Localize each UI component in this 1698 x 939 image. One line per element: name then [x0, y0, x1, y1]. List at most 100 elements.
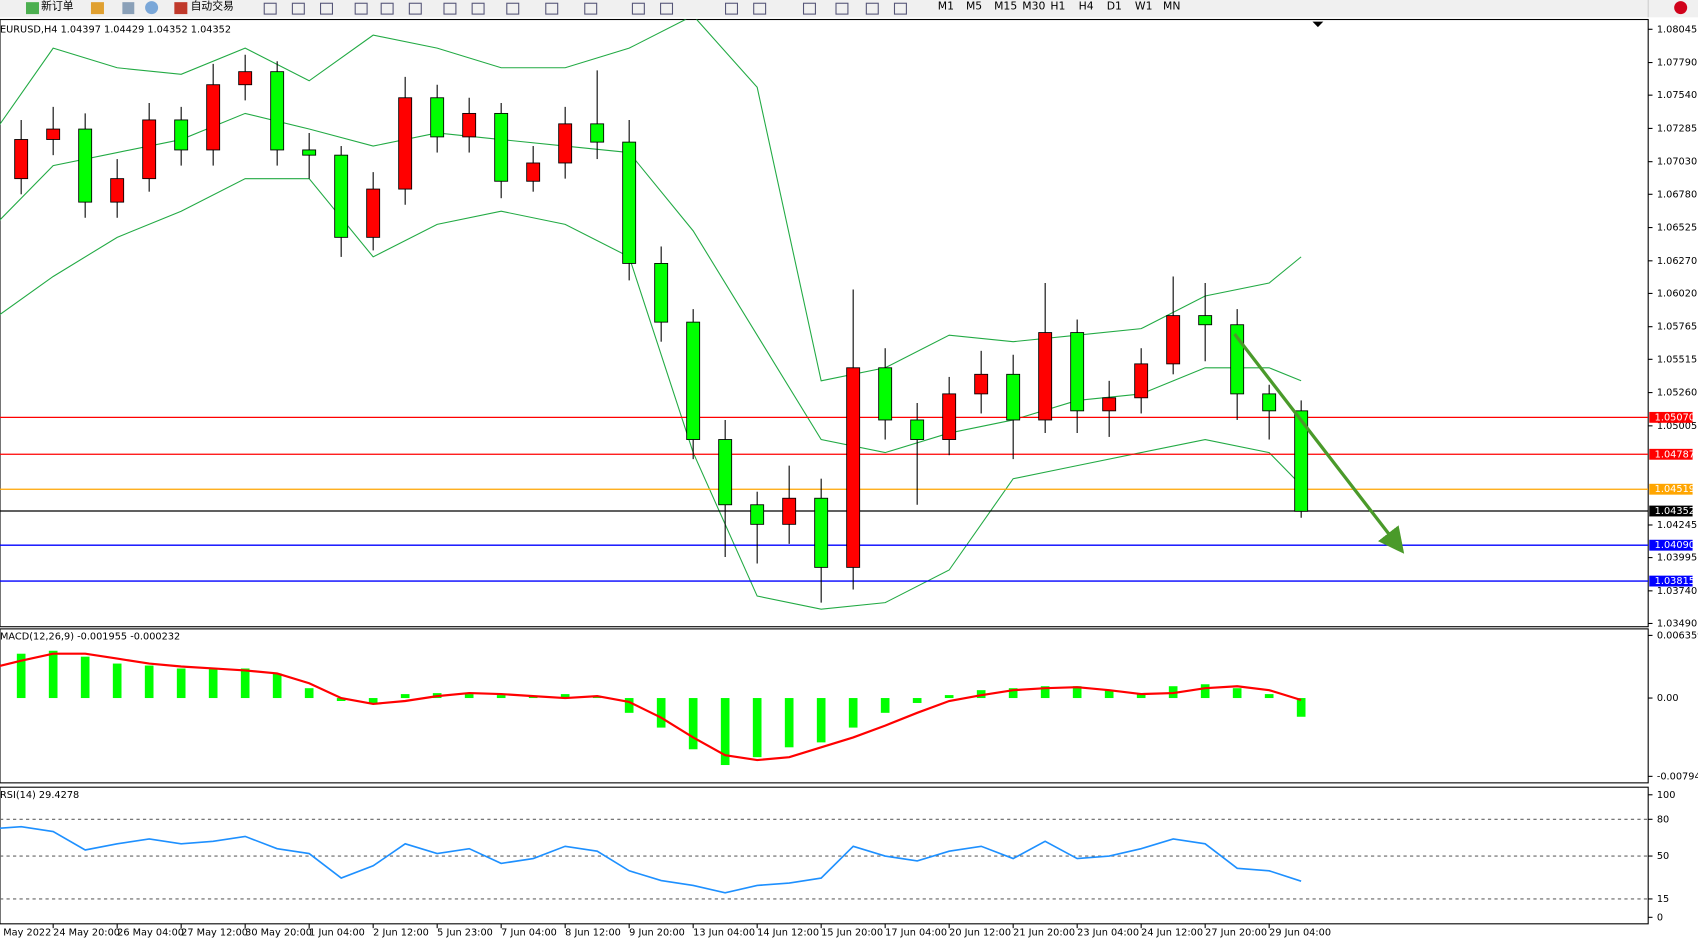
timeframe-button[interactable]: M1: [938, 0, 954, 13]
candle-body: [1102, 397, 1117, 412]
alert-icon[interactable]: [1674, 1, 1688, 15]
x-tick-label: May 2022: [3, 927, 51, 938]
timeframe-button[interactable]: W1: [1135, 0, 1153, 13]
candle-body: [782, 497, 797, 525]
candle-body: [718, 439, 733, 506]
tool-icon[interactable]: [584, 2, 598, 15]
timeframe-button[interactable]: M30: [1022, 0, 1045, 13]
candle-body: [1262, 393, 1277, 412]
tool-icon[interactable]: [545, 2, 559, 15]
macd-bar: [944, 695, 954, 699]
macd-bar: [720, 698, 730, 766]
macd-bar: [784, 698, 794, 748]
macd-bar: [400, 694, 410, 699]
signal-line: [0, 652, 1302, 762]
candle-body: [78, 128, 93, 203]
candle-body: [654, 262, 669, 323]
y-tick-label: 1.07285: [1657, 123, 1697, 134]
price-level-tag: [1649, 483, 1693, 495]
candle-body: [1294, 410, 1309, 512]
timeframe-button[interactable]: D1: [1107, 0, 1122, 13]
candle-body: [526, 162, 541, 182]
candle-body: [494, 112, 509, 182]
timeframe-button[interactable]: H1: [1050, 0, 1065, 13]
y-tick-label: 1.06270: [1657, 256, 1697, 267]
price-level-label: 1.04090: [1655, 540, 1695, 551]
tool-icon[interactable]: [835, 2, 849, 15]
tool-icon[interactable]: [408, 2, 422, 15]
x-tick-label: 17 Jun 04:00: [885, 927, 947, 938]
macd-bar: [176, 668, 186, 699]
tool-icons: M1 M5 M15 M30 H1 H4 D1 W1 MN: [263, 0, 1180, 15]
icon[interactable]: [122, 2, 135, 15]
tool-icon[interactable]: [753, 2, 767, 15]
y-tick-label: 1.03490: [1657, 618, 1697, 629]
icon[interactable]: [145, 1, 159, 15]
new-order-button[interactable]: 新订单: [41, 0, 74, 13]
candle-body: [174, 119, 189, 151]
new-order-icon[interactable]: [25, 2, 39, 15]
candle-body: [622, 141, 637, 264]
candle-body: [366, 188, 381, 238]
timeframe-button[interactable]: MN: [1163, 0, 1180, 13]
macd-bar: [1008, 688, 1018, 699]
macd-bar: [912, 698, 922, 703]
candle-body: [14, 139, 29, 180]
x-tick-label: 24 May 20:00: [53, 927, 120, 938]
y-tick-label: 1.03740: [1657, 586, 1697, 597]
x-tick-label: 14 Jun 12:00: [757, 927, 819, 938]
tool-icon[interactable]: [631, 2, 645, 15]
macd-bar: [16, 653, 26, 699]
tool-icon[interactable]: [354, 2, 368, 15]
tool-icon[interactable]: [725, 2, 739, 15]
toolbar-bg: [0, 0, 1698, 18]
y-tick-label: 15: [1657, 894, 1669, 905]
macd-bar: [1232, 688, 1242, 699]
rsi-pane: [0, 818, 1649, 900]
y-tick-label: 0: [1657, 912, 1663, 923]
y-tick-label: 1.07790: [1657, 58, 1697, 69]
candle-body: [398, 97, 413, 190]
bollinger-band: [0, 178, 1302, 610]
candle-body: [206, 84, 221, 151]
icon[interactable]: [90, 2, 104, 15]
candle-body: [558, 123, 573, 164]
x-tick-label: 21 Jun 20:00: [1013, 927, 1075, 938]
x-tick-label: 26 May 04:00: [117, 927, 184, 938]
tool-icon[interactable]: [471, 2, 485, 15]
y-tick-label: 0.006359: [1657, 630, 1698, 641]
y-tick-label: 1.06525: [1657, 223, 1697, 234]
y-tick-label: 1.05260: [1657, 388, 1697, 399]
timeframe-button[interactable]: H4: [1079, 0, 1094, 13]
auto-trading-button[interactable]: 自动交易: [191, 0, 234, 13]
x-tick-label: 30 May 20:00: [245, 927, 312, 938]
candle-body: [942, 393, 957, 440]
macd-bar: [144, 665, 154, 699]
candle-body: [878, 367, 893, 421]
tool-icon[interactable]: [865, 2, 879, 15]
tool-icon[interactable]: [443, 2, 457, 15]
candle-body: [302, 149, 317, 156]
price-pane: [0, 19, 1649, 610]
macd-bar: [1200, 684, 1210, 699]
timeframe-button[interactable]: M5: [966, 0, 982, 13]
auto-trading-icon[interactable]: [174, 2, 188, 15]
price-level-tag: [1649, 539, 1693, 551]
macd-bar: [688, 698, 698, 750]
tool-icon[interactable]: [893, 2, 907, 15]
macd-bar: [624, 698, 634, 713]
tool-icon[interactable]: [506, 2, 520, 15]
macd-bar: [816, 698, 826, 743]
tool-icon[interactable]: [660, 2, 674, 15]
macd-bar: [752, 698, 762, 758]
tool-icon[interactable]: [802, 2, 816, 15]
tool-icon[interactable]: [380, 2, 394, 15]
bollinger-band: [0, 19, 1302, 382]
tool-icon[interactable]: [319, 2, 333, 15]
x-tick-label: 2 Jun 12:00: [373, 927, 429, 938]
timeframe-button[interactable]: M15: [994, 0, 1017, 13]
tool-icon[interactable]: [291, 2, 305, 15]
rsi-line: [0, 825, 1302, 894]
tool-icon[interactable]: [263, 2, 277, 15]
toolbar: 新订单 自动交易 M1 M5 M15 M30 H1 H4 D1 W1 MN: [0, 0, 1698, 18]
